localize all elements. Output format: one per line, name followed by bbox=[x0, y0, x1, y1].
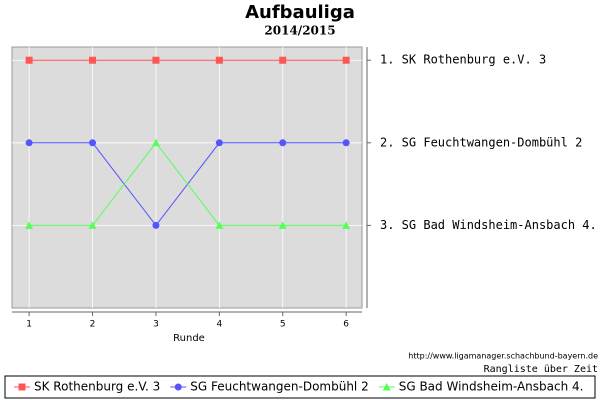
chart-subtitle: 2014/2015 bbox=[264, 24, 335, 38]
x-tick-label: 3 bbox=[153, 320, 159, 330]
marker bbox=[342, 221, 351, 229]
marker bbox=[25, 139, 33, 147]
y-tick-label: 2. SG Feuchtwangen-Dombühl 2 bbox=[380, 135, 582, 149]
marker bbox=[89, 139, 97, 147]
legend-label: SG Feuchtwangen-Dombühl 2 bbox=[190, 380, 368, 394]
marker bbox=[25, 221, 34, 229]
marker bbox=[215, 56, 223, 64]
legend-item: SG Bad Windsheim-Ansbach 4. bbox=[378, 380, 584, 394]
marker bbox=[151, 138, 160, 147]
marker bbox=[342, 139, 350, 147]
source: http://www.ligamanager.schachbund-bayern… bbox=[408, 352, 598, 361]
legend-item: SG Feuchtwangen-Dombühl 2 bbox=[170, 380, 369, 394]
chart-title: Aufbauliga bbox=[245, 2, 355, 23]
marker bbox=[342, 56, 350, 64]
series-line bbox=[29, 141, 347, 226]
x-tick-label: 5 bbox=[280, 320, 286, 330]
legend-label: SG Bad Windsheim-Ansbach 4. bbox=[399, 380, 584, 394]
marker bbox=[279, 56, 287, 64]
marker bbox=[18, 383, 26, 391]
marker bbox=[215, 221, 224, 229]
marker bbox=[215, 139, 223, 147]
x-tick-label: 4 bbox=[216, 320, 222, 330]
marker bbox=[152, 221, 160, 229]
y-tick-label: 3. SG Bad Windsheim-Ansbach 4. bbox=[380, 218, 597, 232]
x-tick-label: 2 bbox=[90, 320, 96, 330]
x-tick-label: 1 bbox=[26, 320, 32, 330]
marker bbox=[25, 56, 33, 64]
marker bbox=[279, 139, 287, 147]
marker bbox=[88, 221, 97, 229]
x-axis-label: Runde bbox=[173, 333, 205, 344]
marker bbox=[278, 221, 287, 229]
marker bbox=[89, 56, 97, 64]
plot-area bbox=[11, 46, 363, 309]
marker bbox=[382, 383, 391, 391]
legend-item: SK Rothenburg e.V. 3 bbox=[14, 380, 160, 394]
note: Rangliste über Zeit bbox=[484, 364, 598, 375]
x-tick-label: 6 bbox=[343, 320, 349, 330]
legend-label: SK Rothenburg e.V. 3 bbox=[34, 380, 160, 394]
y-tick-label: 1. SK Rothenburg e.V. 3 bbox=[380, 53, 546, 67]
marker bbox=[152, 56, 160, 64]
marker bbox=[174, 383, 182, 391]
legend bbox=[4, 375, 596, 399]
